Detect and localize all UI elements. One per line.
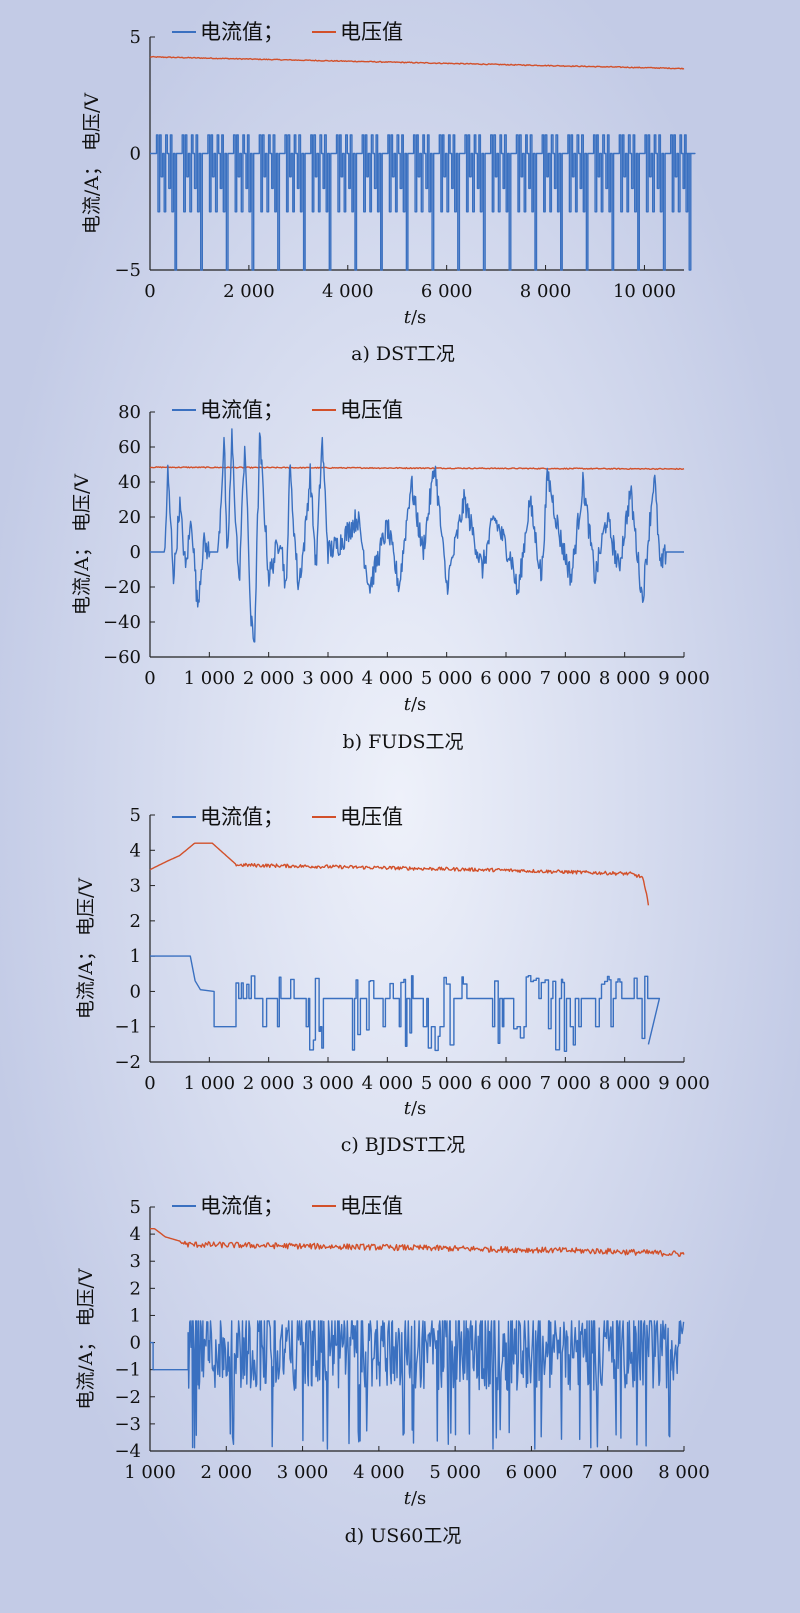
x-tick-label: 5 000 xyxy=(429,1462,481,1483)
y-tick-label: 5 xyxy=(130,1197,141,1218)
series-voltage-line xyxy=(149,466,685,471)
x-tick-label: 2 000 xyxy=(243,1073,295,1094)
x-tick-label: 7 000 xyxy=(582,1462,634,1483)
x-tick-label: 4 000 xyxy=(353,1462,405,1483)
x-tick-label: 8 000 xyxy=(599,1073,651,1094)
x-tick-label: 2 000 xyxy=(243,668,295,689)
x-tick-label: 9 000 xyxy=(658,1073,710,1094)
x-tick-label: 6 000 xyxy=(421,281,473,302)
y-axis-label: 电流/A； 电压/V xyxy=(81,93,103,235)
legend-label-voltage: 电压值 xyxy=(340,1194,403,1218)
y-tick-label: −40 xyxy=(103,612,141,633)
legend-label-current: 电流值； xyxy=(200,1194,284,1218)
y-tick-label: 80 xyxy=(118,402,141,423)
y-tick-label: −4 xyxy=(114,1441,141,1462)
legend-label-voltage: 电压值 xyxy=(340,805,403,829)
x-tick-label: 8 000 xyxy=(599,668,651,689)
x-axis-label: t/s xyxy=(404,694,427,715)
panel-caption: d) US60工况 xyxy=(345,1525,462,1547)
x-tick-label: 6 000 xyxy=(480,668,532,689)
x-tick-label: 0 xyxy=(144,668,155,689)
y-tick-label: 0 xyxy=(130,1333,141,1354)
y-tick-label: −1 xyxy=(114,1017,141,1038)
x-tick-label: 2 000 xyxy=(201,1462,253,1483)
x-tick-label: 5 000 xyxy=(421,1073,473,1094)
panel-caption: c) BJDST工况 xyxy=(341,1134,466,1156)
series-current-line xyxy=(150,428,684,643)
series-current-line xyxy=(150,1320,685,1450)
y-tick-label: 3 xyxy=(130,876,141,897)
x-tick-label: 3 000 xyxy=(302,668,354,689)
panel-caption: b) FUDS工况 xyxy=(342,731,463,753)
x-axis-label: t/s xyxy=(404,1488,427,1509)
y-tick-label: 0 xyxy=(130,542,141,563)
y-tick-label: 3 xyxy=(130,1251,141,1272)
y-tick-label: 1 xyxy=(130,1305,141,1326)
y-tick-label: 2 xyxy=(130,911,141,932)
x-tick-label: 0 xyxy=(144,1073,155,1094)
x-tick-label: 3 000 xyxy=(302,1073,354,1094)
x-tick-label: 4 000 xyxy=(362,1073,414,1094)
y-tick-label: 4 xyxy=(130,840,141,861)
y-tick-label: −1 xyxy=(114,1360,141,1381)
y-tick-label: −2 xyxy=(114,1052,141,1073)
y-tick-label: −20 xyxy=(103,577,141,598)
panel-caption: a) DST工况 xyxy=(351,343,455,365)
x-tick-label: 1 000 xyxy=(184,668,236,689)
y-tick-label: −60 xyxy=(103,647,141,668)
x-tick-label: 10 000 xyxy=(613,281,676,302)
y-tick-label: −3 xyxy=(114,1414,141,1435)
y-tick-label: 0 xyxy=(130,144,141,165)
y-tick-label: 60 xyxy=(118,437,141,458)
x-tick-label: 4 000 xyxy=(322,281,374,302)
chart-panel-2: −60 −40 −20 0 20 40 60 80 0 1 000 2 000 3 000 4 000 5… xyxy=(71,398,710,753)
chart-panel-4: −4 −3 −2 −1 0 1 2 3 4 5 1 000 2 000 3 000 4 000 5 000 6… xyxy=(75,1194,710,1547)
y-tick-label: −5 xyxy=(114,260,141,281)
y-tick-label: 40 xyxy=(118,472,141,493)
y-tick-label: −2 xyxy=(114,1387,141,1408)
x-tick-label: 6 000 xyxy=(480,1073,532,1094)
y-tick-label: 5 xyxy=(130,805,141,826)
x-axis-label: t/s xyxy=(404,307,427,328)
legend-label-current: 电流值； xyxy=(200,805,284,829)
x-tick-label: 4 000 xyxy=(362,668,414,689)
x-tick-label: 1 000 xyxy=(124,1462,176,1483)
series-voltage-line xyxy=(150,1228,685,1257)
x-tick-label: 6 000 xyxy=(506,1462,558,1483)
legend-label-current: 电流值； xyxy=(200,398,284,422)
y-tick-label: 5 xyxy=(130,27,141,48)
x-axis-label: t/s xyxy=(404,1098,427,1119)
x-tick-label: 7 000 xyxy=(540,668,592,689)
y-axis-label: 电流/A； 电压/V xyxy=(75,878,97,1020)
x-tick-label: 2 000 xyxy=(223,281,275,302)
y-tick-label: 2 xyxy=(130,1278,141,1299)
series-current-line xyxy=(150,134,696,271)
x-tick-label: 7 000 xyxy=(540,1073,592,1094)
series-voltage-line xyxy=(149,842,650,906)
x-tick-label: 8 000 xyxy=(520,281,572,302)
x-tick-label: 3 000 xyxy=(277,1462,329,1483)
y-axis-label: 电流/A； 电压/V xyxy=(71,474,93,616)
x-tick-label: 1 000 xyxy=(184,1073,236,1094)
series-voltage-line xyxy=(149,55,685,70)
x-tick-label: 9 000 xyxy=(658,668,710,689)
x-tick-label: 5 000 xyxy=(421,668,473,689)
y-tick-label: 0 xyxy=(130,981,141,1002)
y-tick-label: 1 xyxy=(130,946,141,967)
y-tick-label: 20 xyxy=(118,507,141,528)
chart-panel-3: −2 −1 0 1 2 3 4 5 0 1 000 2 000 3 000 4 000 5 000 6 00… xyxy=(75,805,710,1156)
y-tick-label: 4 xyxy=(130,1224,141,1245)
legend-label-current: 电流值； xyxy=(200,20,284,44)
x-tick-label: 0 xyxy=(144,281,155,302)
y-axis-label: 电流/A； 电压/V xyxy=(75,1268,97,1410)
legend-label-voltage: 电压值 xyxy=(340,20,403,44)
x-tick-label: 8 000 xyxy=(658,1462,710,1483)
series-current-line xyxy=(150,955,661,1052)
legend-label-voltage: 电压值 xyxy=(340,398,403,422)
